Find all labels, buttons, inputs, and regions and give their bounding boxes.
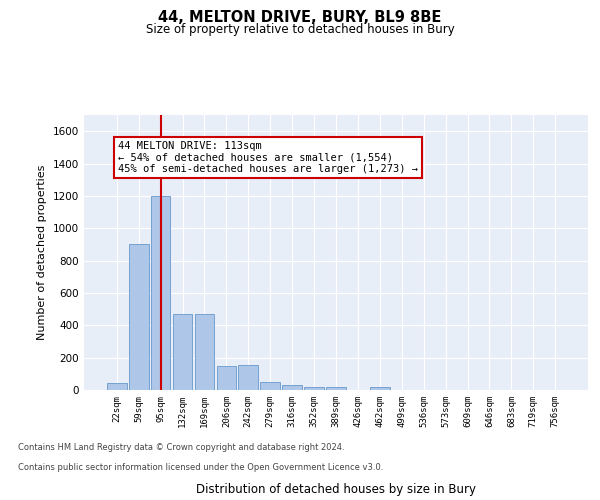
Bar (370, 387, 390, 390)
Bar (217, 366, 236, 390)
Text: Contains public sector information licensed under the Open Government Licence v3: Contains public sector information licen… (18, 462, 383, 471)
Y-axis label: Number of detached properties: Number of detached properties (37, 165, 47, 340)
X-axis label: Distribution of detached houses by size in Bury: Distribution of detached houses by size … (196, 482, 476, 496)
Text: Contains HM Land Registry data © Crown copyright and database right 2024.: Contains HM Land Registry data © Crown c… (18, 442, 344, 452)
Bar (173, 314, 193, 390)
Text: 44 MELTON DRIVE: 113sqm
← 54% of detached houses are smaller (1,554)
45% of semi: 44 MELTON DRIVE: 113sqm ← 54% of detache… (118, 141, 418, 174)
Bar (282, 385, 302, 390)
Text: 44, MELTON DRIVE, BURY, BL9 8BE: 44, MELTON DRIVE, BURY, BL9 8BE (158, 10, 442, 25)
Bar (107, 382, 127, 390)
Bar (151, 196, 170, 390)
Bar (326, 387, 346, 390)
Bar (260, 382, 280, 390)
Bar (238, 365, 258, 390)
Bar (129, 244, 149, 390)
Text: Size of property relative to detached houses in Bury: Size of property relative to detached ho… (146, 22, 454, 36)
Bar (304, 387, 324, 390)
Bar (194, 314, 214, 390)
